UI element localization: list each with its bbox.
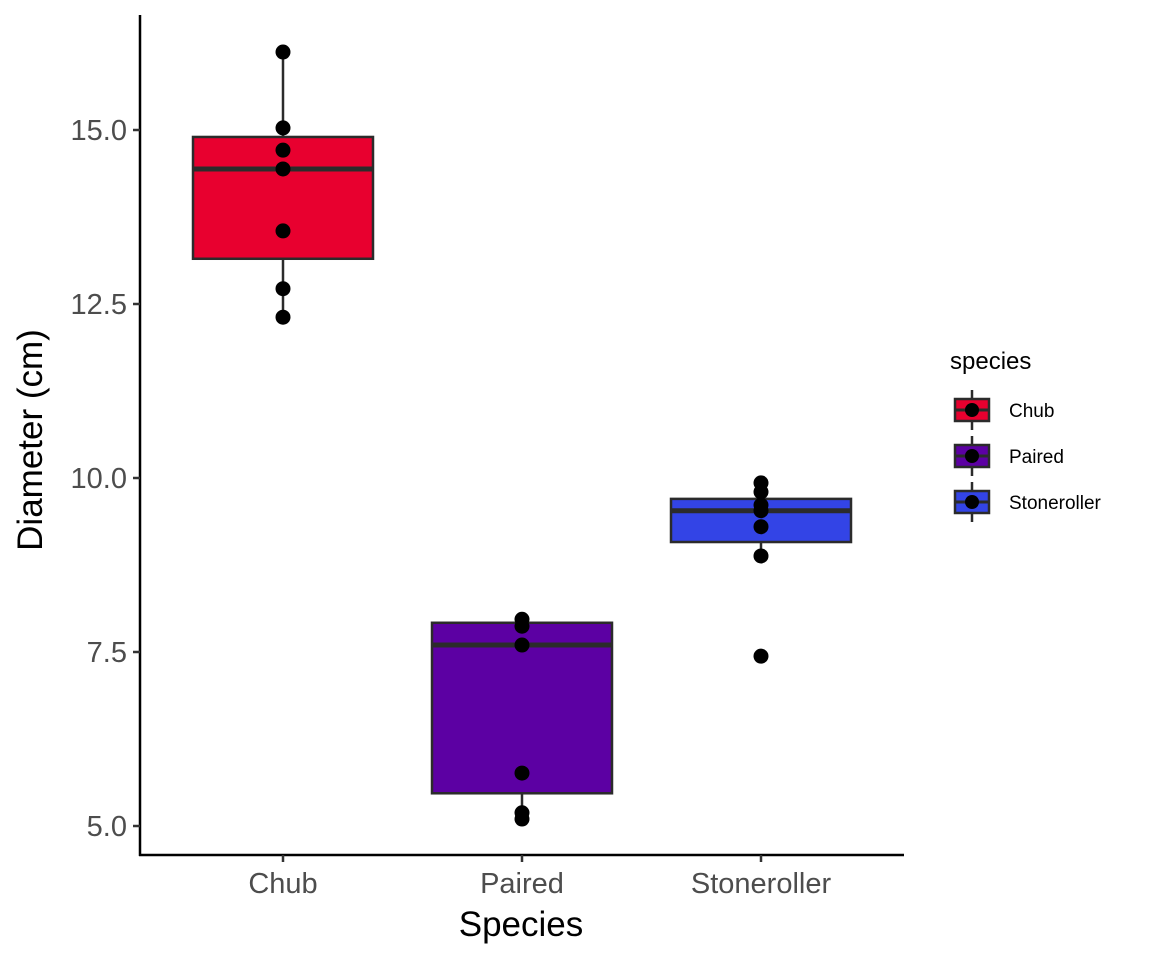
data-point [514, 811, 530, 827]
legend-title: species [950, 348, 1031, 375]
y-tick-label: 5.0 [87, 811, 127, 843]
data-point [275, 44, 291, 60]
data-point [514, 618, 530, 634]
legend-item-stoneroller: Stoneroller [953, 482, 1102, 522]
data-point [275, 142, 291, 158]
iqr-box [430, 621, 614, 795]
data-point [753, 503, 769, 519]
y-tick-label: 15.0 [71, 115, 127, 147]
data-point [514, 765, 530, 781]
legend-item-chub: Chub [953, 390, 1054, 430]
data-point [275, 120, 291, 136]
points-layer [275, 44, 769, 827]
legend-label: Chub [1009, 401, 1054, 422]
x-tick-label: Paired [480, 868, 564, 900]
data-point [275, 309, 291, 325]
legend-item-paired: Paired [953, 436, 1064, 476]
box-paired [430, 619, 614, 820]
box-chub [191, 52, 375, 318]
legend-key-point [965, 495, 979, 509]
legend-key-point [965, 449, 979, 463]
y-tick-label: 12.5 [71, 289, 127, 321]
boxes-layer [191, 52, 853, 820]
legend-label: Stoneroller [1009, 493, 1102, 514]
legend-key-point [965, 403, 979, 417]
legend-label: Paired [1009, 447, 1064, 468]
data-point [753, 484, 769, 500]
data-point [514, 637, 530, 653]
x-axis-title: Species [459, 905, 584, 944]
data-point [275, 281, 291, 297]
data-point [753, 548, 769, 564]
y-axis-title: Diameter (cm) [11, 329, 50, 551]
legend: species Chub Paired Stoneroller [950, 348, 1102, 522]
y-ticks: 5.0 7.5 10.0 12.5 15.0 [71, 115, 140, 843]
data-point [753, 648, 769, 664]
data-point [275, 223, 291, 239]
data-point [275, 161, 291, 177]
x-ticks: Chub Paired Stoneroller [248, 855, 831, 900]
x-tick-label: Chub [248, 868, 317, 900]
x-tick-label: Stoneroller [691, 868, 832, 900]
y-tick-label: 7.5 [87, 637, 127, 669]
data-point [753, 519, 769, 535]
y-tick-label: 10.0 [71, 463, 127, 495]
